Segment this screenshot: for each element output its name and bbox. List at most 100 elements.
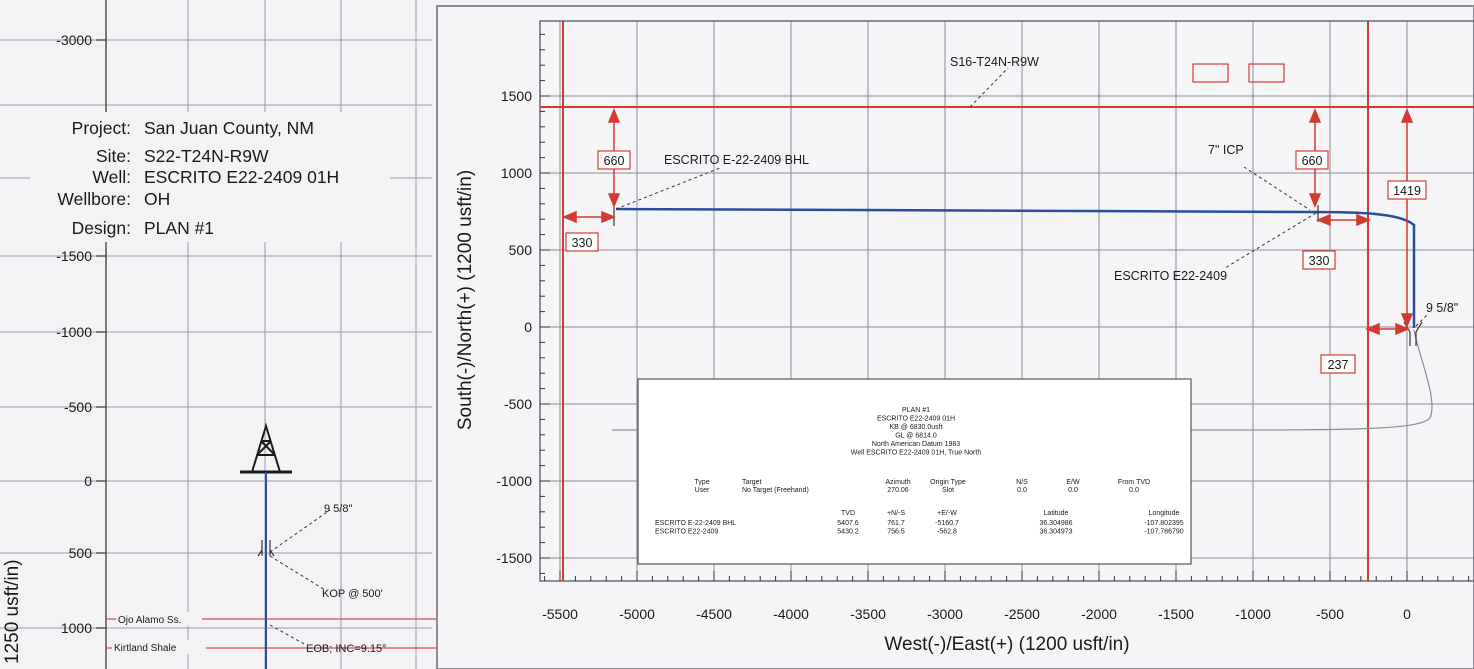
legend-point-cell: ESCRITO E-22-2409 BHL xyxy=(655,520,736,527)
left-casing-label: 9 5/8" xyxy=(324,503,352,515)
y-tick-label: 1000 xyxy=(501,165,532,181)
x-tick-label: -4000 xyxy=(773,606,809,622)
x-tick-label: 0 xyxy=(1403,606,1411,622)
legend-point-header: +N/-S xyxy=(887,510,905,517)
legend-title-line: KB @ 6830.0usft xyxy=(889,424,942,431)
legend-point-cell: 761.7 xyxy=(887,520,905,527)
legend-target-cell: 0.0 xyxy=(1017,487,1027,494)
legend-point-cell: -107.786790 xyxy=(1144,529,1183,536)
legend-point-cell: ESCRITO E22-2409 xyxy=(655,529,718,536)
legend-target-header: N/S xyxy=(1016,479,1028,486)
left-y-tick-label: -1000 xyxy=(56,324,92,340)
legend-point-cell: 5407.6 xyxy=(837,520,859,527)
legend-target-header: E/W xyxy=(1066,479,1080,486)
dim-330-right: 330 xyxy=(1309,254,1330,268)
legend-point-cell: 36.304986 xyxy=(1039,520,1072,527)
info-key: Well: xyxy=(92,167,131,187)
info-value: ESCRITO E22-2409 01H xyxy=(144,167,339,187)
legend-point-cell: -5160.7 xyxy=(935,520,959,527)
info-value: PLAN #1 xyxy=(144,218,214,238)
kop-label: KOP @ 500' xyxy=(322,588,383,600)
x-tick-label: -4500 xyxy=(696,606,732,622)
x-tick-label: -1000 xyxy=(1235,606,1271,622)
info-key: Site: xyxy=(96,146,131,166)
icp-label: 7" ICP xyxy=(1208,143,1244,157)
x-tick-label: -2500 xyxy=(1004,606,1040,622)
legend-target-cell: 0.0 xyxy=(1068,487,1078,494)
legend-point-header: +E/-W xyxy=(937,510,957,517)
formation-ojo-alamo: Ojo Alamo Ss. xyxy=(118,615,181,626)
legend-title-line: North American Datum 1983 xyxy=(872,441,960,448)
rig-icon xyxy=(240,422,292,474)
x-tick-label: -3500 xyxy=(850,606,886,622)
x-tick-label: -5000 xyxy=(619,606,655,622)
info-key: Project: xyxy=(72,118,131,138)
y-tick-label: -1000 xyxy=(496,473,532,489)
legend-point-cell: 36.304973 xyxy=(1039,529,1072,536)
x-axis-label: West(-)/East(+) (1200 usft/in) xyxy=(884,634,1129,655)
legend-point-cell: 5430.2 xyxy=(837,529,859,536)
dim-660-right: 660 xyxy=(1302,154,1323,168)
right-plot-panel xyxy=(436,5,1474,669)
left-y-tick-label: 1000 xyxy=(61,620,92,636)
info-value: OH xyxy=(144,189,170,209)
legend-target-header: From TVD xyxy=(1118,479,1150,486)
dim-330-left: 330 xyxy=(572,236,593,250)
legend-title-line: ESCRITO E22-2409 01H xyxy=(877,416,955,423)
info-key: Wellbore: xyxy=(57,189,131,209)
y-axis-label: South(-)/North(+) (1200 usft/in) xyxy=(455,170,476,430)
dim-660-left: 660 xyxy=(604,154,625,168)
dim-237: 237 xyxy=(1328,358,1349,372)
legend-point-cell: -562.8 xyxy=(937,529,957,536)
left-y-tick-label: -1500 xyxy=(56,248,92,264)
legend-title-line: PLAN #1 xyxy=(902,407,930,414)
legend-target-header: Azimuth xyxy=(885,479,910,486)
y-tick-label: 500 xyxy=(509,242,533,258)
project-info-block: Project: San Juan County, NM Site: S22-T24N… xyxy=(57,118,339,238)
right-y-ticks: 1500 1000 500 0 -500 -1000 -1500 xyxy=(496,88,532,566)
x-tick-label: -2000 xyxy=(1081,606,1117,622)
dimension-labels: 660 330 660 1419 330 237 xyxy=(565,150,1427,374)
legend-point-cell: -107.802395 xyxy=(1144,520,1183,527)
legend-target-cell: 0.0 xyxy=(1129,487,1139,494)
left-y-tick-label: 500 xyxy=(69,545,93,561)
dimension-callouts xyxy=(562,108,1414,336)
legend-target-header: Target xyxy=(742,479,762,486)
vertical-section-path xyxy=(612,329,1433,431)
legend-table: Type Target Azimuth Origin Type N/S E/W From T… xyxy=(655,479,1184,536)
left-y-tick-label: -500 xyxy=(64,399,92,415)
left-y-ticks: -3000 -1500 -1000 -500 0 500 1000 xyxy=(56,32,106,636)
legend-target-cell: No Target (Freehand) xyxy=(742,487,809,494)
left-y-tick-label: 0 xyxy=(84,473,92,489)
legend-target-cell: Slot xyxy=(942,487,954,494)
well-path xyxy=(615,207,1416,328)
info-key: Design: xyxy=(72,218,131,238)
legend-point-header: Latitude xyxy=(1044,510,1069,517)
right-x-ticks: -5500 -5000 -4500 -4000 -3500 -3000 -2500 -2000… xyxy=(542,606,1411,622)
y-tick-label: -1500 xyxy=(496,550,532,566)
info-value: San Juan County, NM xyxy=(144,118,314,138)
dim-1419: 1419 xyxy=(1393,184,1421,198)
left-y-tick-label: -3000 xyxy=(56,32,92,48)
legend-title-line: GL @ 6814.0 xyxy=(895,433,937,440)
legend-point-header: TVD xyxy=(841,510,855,517)
legend-target-header: Type xyxy=(694,479,709,486)
casing-label: 9 5/8" xyxy=(1426,301,1458,315)
left-y-axis-label: 1250 usft/in) xyxy=(2,559,23,664)
x-tick-label: -5500 xyxy=(542,606,578,622)
x-tick-label: -3000 xyxy=(927,606,963,622)
section-label: S16-T24N-R9W xyxy=(950,55,1039,69)
legend-point-cell: 756.5 xyxy=(887,529,905,536)
info-value: S22-T24N-R9W xyxy=(144,146,269,166)
legend-target-cell: 270.06 xyxy=(887,487,909,494)
x-tick-label: -500 xyxy=(1316,606,1344,622)
y-tick-label: 0 xyxy=(524,319,532,335)
legend-title-line: Well ESCRITO E22-2409 01H, True North xyxy=(851,450,982,457)
bhl-label: ESCRITO E-22-2409 BHL xyxy=(664,153,809,167)
legend-target-header: Origin Type xyxy=(930,479,966,486)
right-plot-tick-marks xyxy=(540,33,1470,581)
formation-kirtland: Kirtland Shale xyxy=(114,643,177,654)
